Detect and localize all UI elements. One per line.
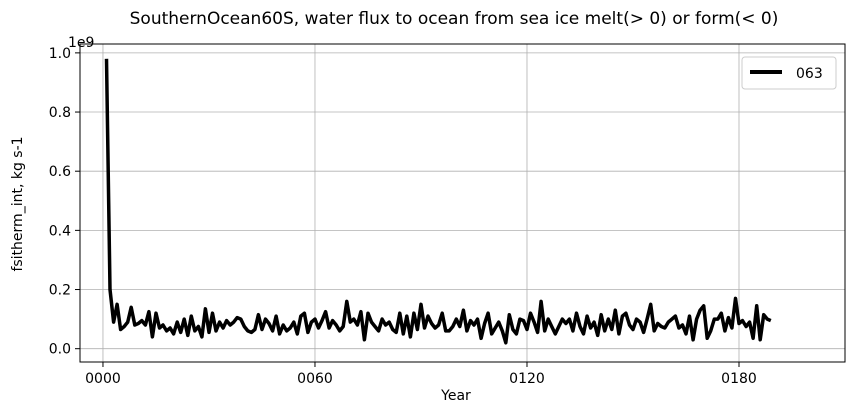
y-tick-label: 0.8 bbox=[49, 105, 71, 121]
x-tick-label: 0000 bbox=[85, 371, 121, 387]
chart-title: SouthernOcean60S, water flux to ocean fr… bbox=[130, 9, 779, 29]
x-tick-label: 0180 bbox=[721, 371, 757, 387]
series-line-063 bbox=[104, 58, 772, 345]
y-tick-label: 0.6 bbox=[49, 164, 71, 180]
plot-area-frame bbox=[79, 43, 846, 363]
x-axis-label: Year bbox=[440, 388, 471, 404]
legend: 063 bbox=[741, 56, 837, 90]
grid bbox=[80, 44, 845, 362]
y-tick-label: 0.2 bbox=[49, 283, 71, 299]
legend-label: 063 bbox=[796, 66, 823, 82]
x-axis: 0000 0060 0120 0180 bbox=[85, 362, 757, 387]
x-tick-label: 0060 bbox=[297, 371, 333, 387]
y-tick-label: 0.0 bbox=[49, 342, 71, 358]
y-tick-label: 0.4 bbox=[49, 223, 71, 239]
x-tick-label: 0120 bbox=[509, 371, 545, 387]
y-tick-label: 1.0 bbox=[49, 46, 71, 62]
data-series bbox=[104, 58, 772, 345]
y-axis: 0.0 0.2 0.4 0.6 0.8 1.0 bbox=[49, 46, 80, 358]
y-axis-label: fsitherm_int, kg s-1 bbox=[10, 136, 26, 271]
y-offset-label: 1e9 bbox=[68, 35, 94, 51]
legend-box bbox=[741, 56, 837, 90]
